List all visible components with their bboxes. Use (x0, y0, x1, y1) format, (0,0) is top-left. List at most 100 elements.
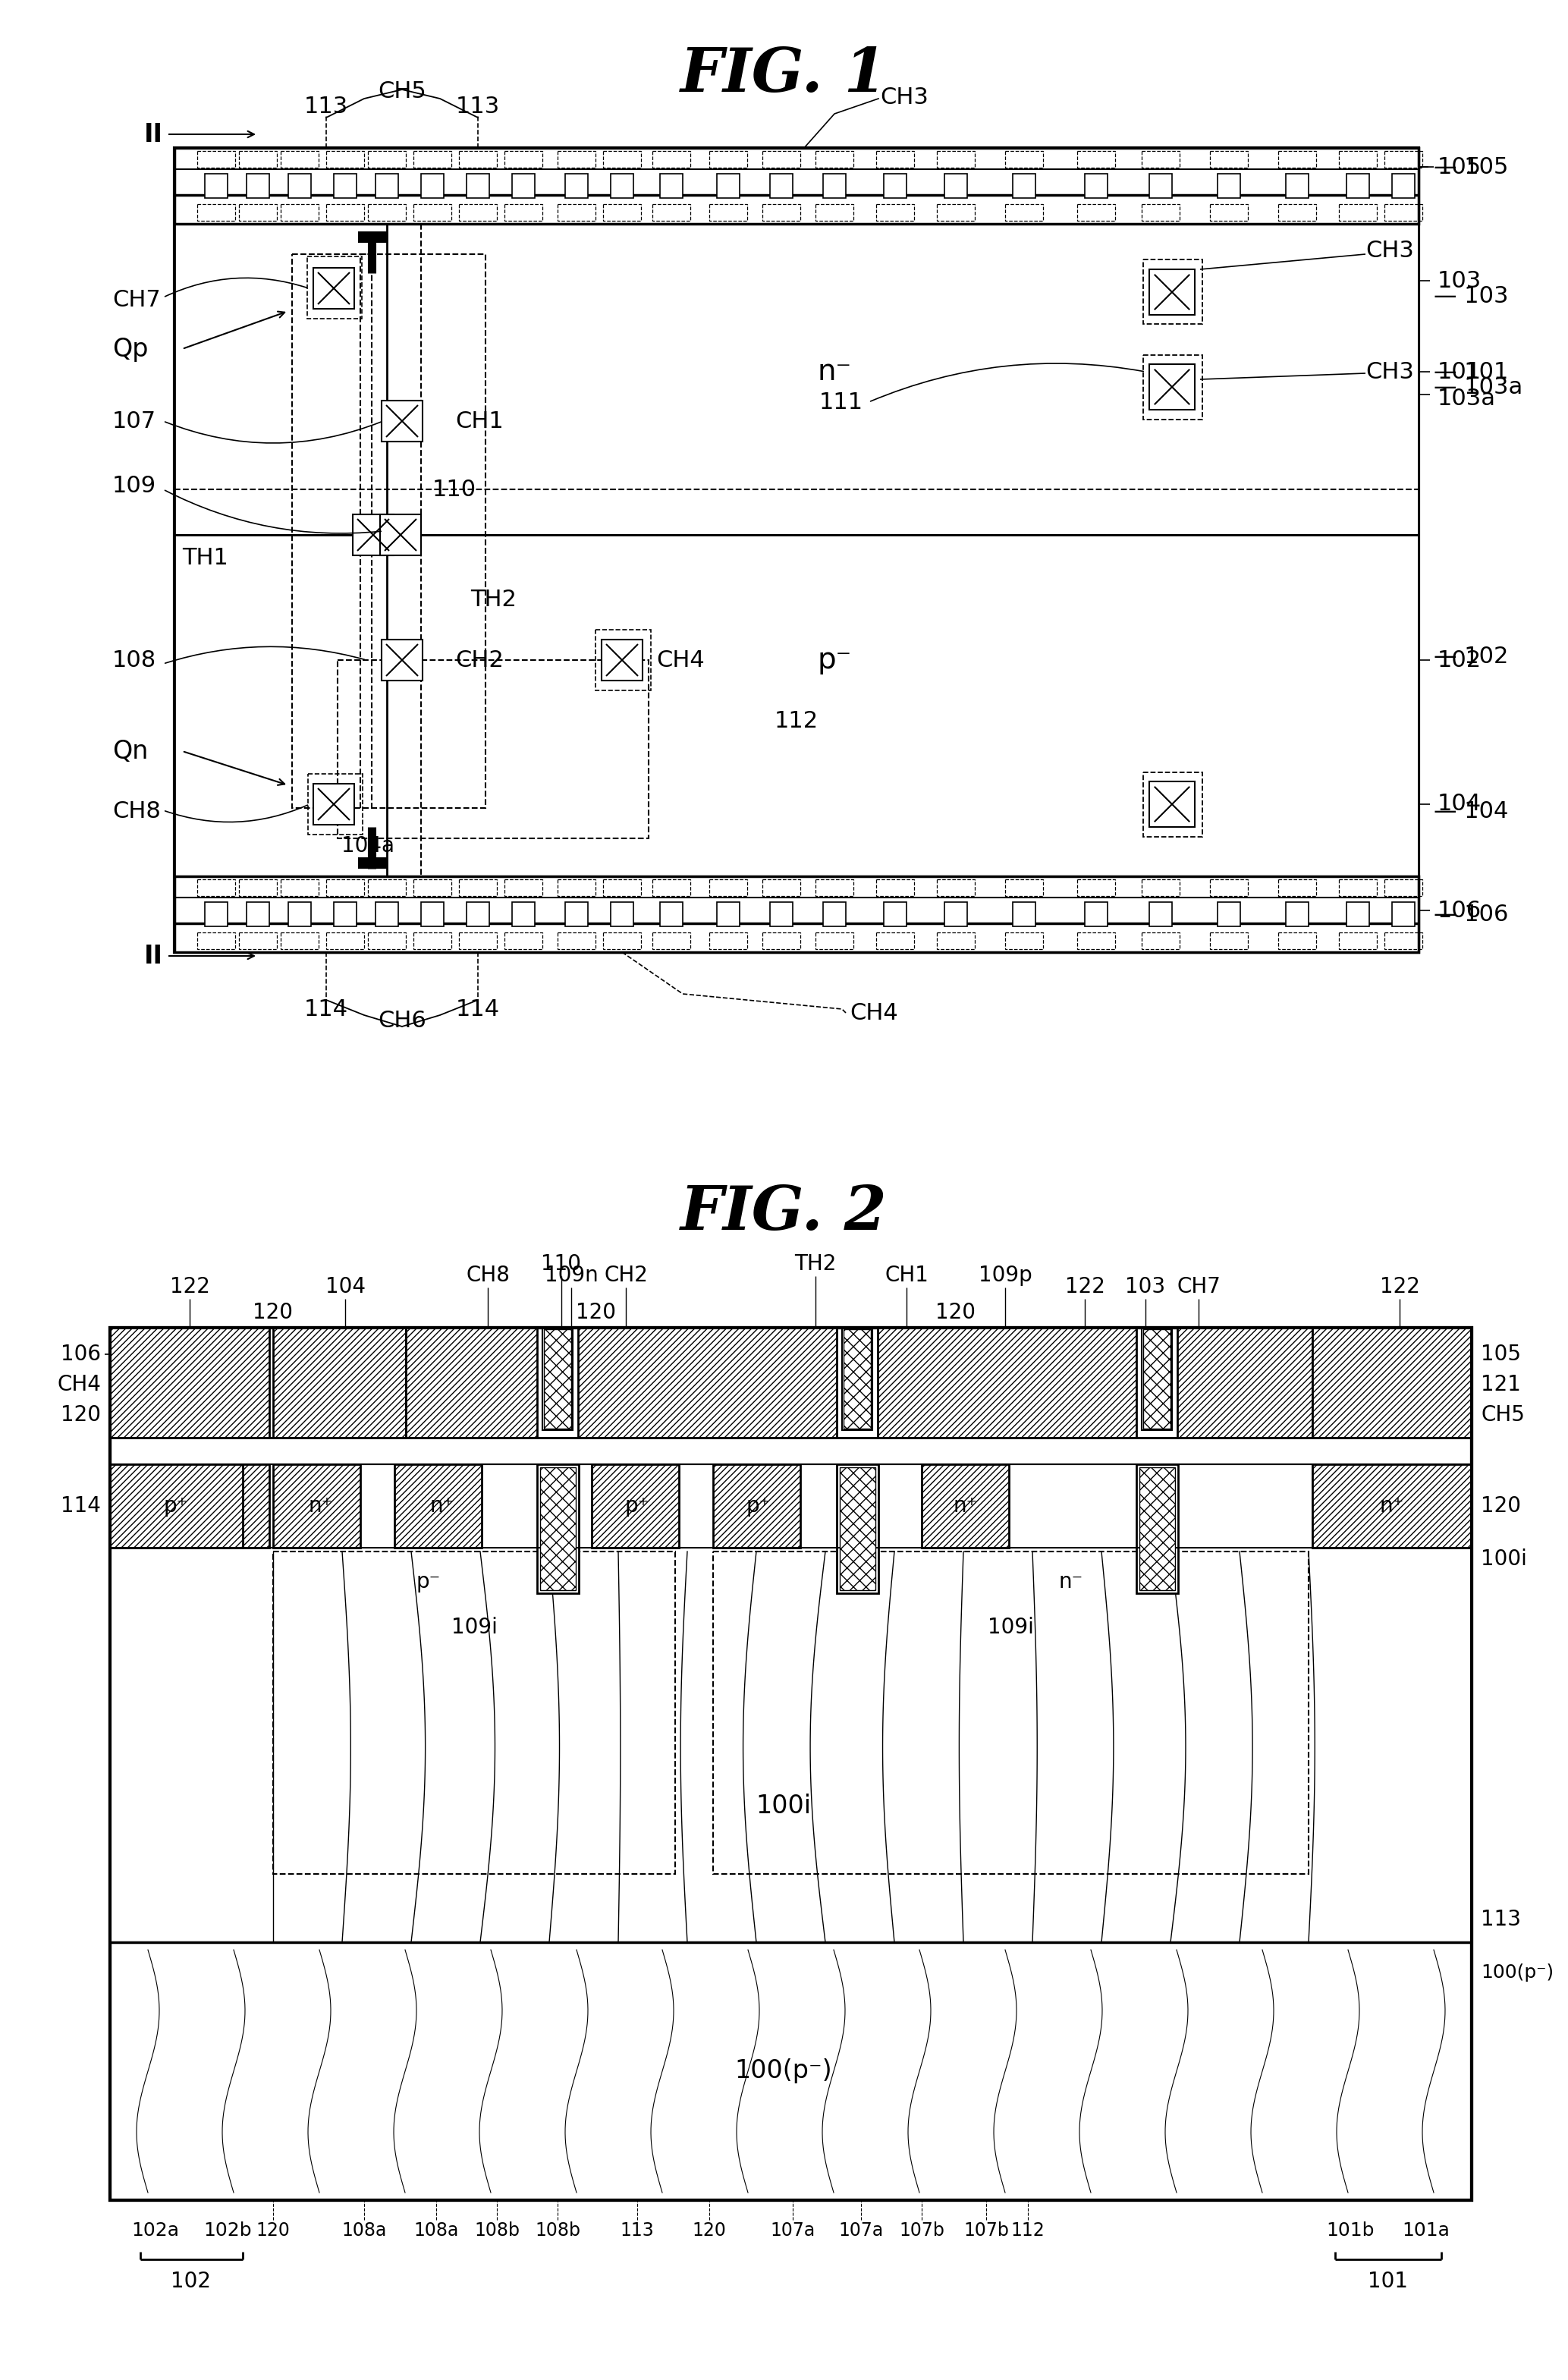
Bar (1140, 1468, 1174, 1590)
Text: 100i: 100i (756, 1792, 811, 1818)
Bar (110, 1328, 1472, 2199)
Bar (579, 1328, 837, 1438)
Text: — 101: — 101 (1433, 362, 1508, 383)
Bar (717, 902, 740, 926)
Bar (610, 174, 633, 198)
Text: CH3: CH3 (880, 86, 928, 107)
Text: 112: 112 (775, 709, 818, 731)
Text: p⁺: p⁺ (626, 1495, 649, 1516)
Bar (505, 205, 543, 221)
Bar (174, 224, 1419, 536)
Bar (1210, 878, 1248, 895)
Text: 109p: 109p (978, 1264, 1032, 1285)
Text: — 102: — 102 (1433, 645, 1508, 666)
Bar (1143, 1328, 1170, 1428)
Text: — 105: — 105 (1433, 157, 1508, 178)
Bar (1149, 781, 1195, 826)
Bar (1312, 1464, 1472, 1547)
Bar (558, 150, 596, 167)
Bar (944, 902, 967, 926)
Bar (660, 174, 682, 198)
Bar (936, 878, 975, 895)
Bar (1278, 933, 1316, 950)
Bar (1142, 205, 1179, 221)
Text: n⁺: n⁺ (1380, 1495, 1405, 1516)
Bar (877, 150, 914, 167)
Bar (334, 174, 356, 198)
Bar (1210, 150, 1248, 167)
Bar (326, 205, 364, 221)
Text: p⁺: p⁺ (163, 1495, 188, 1516)
Bar (815, 205, 853, 221)
Bar (1142, 878, 1179, 895)
Bar (1142, 933, 1179, 950)
Text: n⁺: n⁺ (430, 1495, 455, 1516)
Text: p⁻: p⁻ (417, 1571, 441, 1592)
Text: Qn: Qn (113, 738, 149, 764)
Bar (1149, 269, 1195, 314)
Bar (368, 933, 406, 950)
Bar (513, 174, 535, 198)
Bar (543, 1328, 572, 1430)
Bar (544, 1328, 571, 1428)
Bar (1137, 1464, 1178, 1592)
Text: 107b: 107b (898, 2221, 944, 2240)
Text: 114: 114 (304, 997, 348, 1021)
Bar (815, 878, 853, 895)
Bar (564, 902, 588, 926)
Text: 120: 120 (1480, 1495, 1521, 1516)
Bar (1385, 933, 1422, 950)
Text: CH8: CH8 (466, 1264, 510, 1285)
Bar (358, 857, 387, 869)
Bar (1178, 1328, 1312, 1438)
Bar (1339, 878, 1377, 895)
Text: 102a: 102a (132, 2221, 179, 2240)
Bar (762, 150, 800, 167)
Text: 103: 103 (1126, 1276, 1165, 1297)
Bar (459, 205, 497, 221)
Bar (368, 205, 406, 221)
Bar (652, 205, 690, 221)
Text: 102: 102 (1438, 650, 1482, 671)
Bar (1143, 774, 1203, 838)
Bar (1149, 902, 1171, 926)
Bar (1077, 205, 1115, 221)
Text: p⁻: p⁻ (817, 645, 851, 674)
Bar (602, 640, 643, 681)
Bar (1385, 150, 1422, 167)
Text: 114: 114 (456, 997, 500, 1021)
Text: — 103: — 103 (1433, 286, 1508, 307)
Bar (1005, 933, 1043, 950)
Bar (1005, 878, 1043, 895)
Bar (823, 902, 845, 926)
Bar (110, 1464, 270, 1547)
Bar (375, 174, 398, 198)
Text: 108a: 108a (342, 2221, 387, 2240)
Bar (1347, 174, 1369, 198)
Bar (610, 902, 633, 926)
Bar (709, 933, 748, 950)
Bar (1312, 1328, 1472, 1438)
Bar (281, 878, 318, 895)
Bar (174, 148, 1419, 952)
Bar (709, 150, 748, 167)
Bar (1149, 174, 1171, 198)
Bar (205, 902, 227, 926)
Bar (1005, 205, 1043, 221)
Bar (1005, 150, 1043, 167)
Text: CH4: CH4 (850, 1002, 898, 1023)
Bar (1142, 1328, 1171, 1430)
Bar (770, 902, 793, 926)
Text: 120: 120 (256, 2221, 290, 2240)
Text: 108a: 108a (414, 2221, 459, 2240)
Text: CH4: CH4 (655, 650, 704, 671)
Bar (110, 1464, 1472, 1942)
Text: p⁺: p⁺ (746, 1495, 771, 1516)
Bar (1013, 902, 1035, 926)
Bar (174, 148, 1419, 224)
Bar (1142, 150, 1179, 167)
Bar (459, 150, 497, 167)
Text: CH4: CH4 (56, 1373, 100, 1395)
Text: 107a: 107a (770, 2221, 815, 2240)
Bar (591, 1464, 679, 1547)
